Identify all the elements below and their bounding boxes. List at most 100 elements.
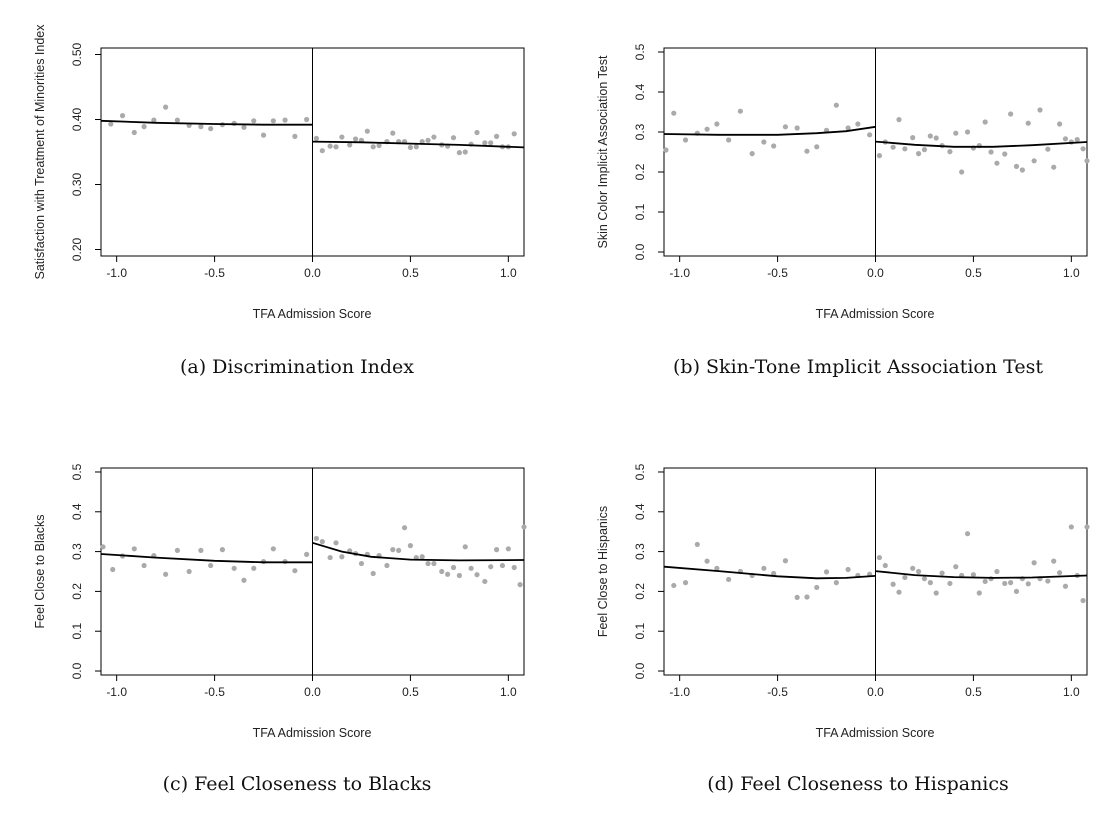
data-point — [313, 135, 320, 141]
data-point — [1031, 158, 1037, 164]
data-point — [131, 546, 137, 552]
x-tick-label: -0.5 — [767, 266, 788, 280]
y-tick-label: 0.40 — [70, 107, 84, 131]
chart-panel-b: -1.0 -0.5 0.0 0.5 1.0 0.0 0.1 0.2 0.3 0.4 0.5 TFA A… — [596, 43, 1090, 378]
data-point — [749, 151, 755, 157]
data-point — [1013, 163, 1020, 169]
data-point — [304, 551, 310, 557]
fit-line-right — [875, 140, 1088, 148]
data-point — [456, 150, 462, 156]
y-tick-label: 0.50 — [70, 42, 84, 66]
data-point — [771, 143, 777, 149]
data-point — [163, 571, 169, 577]
data-point — [714, 121, 720, 127]
data-point — [845, 125, 851, 131]
x-tick-label: 0.0 — [304, 266, 321, 280]
data-point — [814, 144, 820, 150]
data-point — [219, 547, 226, 553]
data-point — [890, 581, 896, 587]
data-point — [915, 151, 922, 157]
chart-panel-a: -1.0 -0.5 0.0 0.5 1.0 0.20 0.30 0.40 0.50 TFA Adm… — [33, 24, 525, 378]
fit-line-left — [663, 125, 876, 136]
data-point — [921, 576, 928, 582]
y-tick-label: 0.3 — [70, 543, 84, 560]
data-point — [1008, 580, 1014, 586]
data-point — [1056, 121, 1063, 127]
data-point — [988, 149, 994, 155]
data-point — [1008, 111, 1014, 117]
data-point — [401, 525, 408, 531]
data-point — [474, 572, 480, 578]
data-point — [663, 147, 669, 153]
data-point — [511, 131, 517, 137]
data-point — [339, 554, 345, 560]
data-point — [110, 566, 116, 573]
data-point — [313, 535, 320, 542]
data-point — [370, 144, 376, 150]
data-point — [902, 574, 908, 581]
data-point — [474, 129, 480, 136]
x-tick-label: -1.0 — [106, 266, 127, 280]
y-tick-label: 0.5 — [633, 463, 647, 480]
data-point — [804, 148, 810, 154]
data-point — [1013, 588, 1020, 595]
data-point — [833, 102, 839, 108]
x-tick-label: 0.5 — [402, 685, 419, 699]
data-point — [939, 570, 945, 576]
y-tick-label: 0.1 — [70, 623, 84, 640]
data-point — [270, 118, 276, 124]
data-point — [910, 135, 916, 141]
data-point — [327, 554, 333, 561]
data-point — [704, 126, 710, 132]
y-tick-label: 0.5 — [70, 463, 84, 480]
data-point — [782, 558, 789, 564]
data-point — [511, 564, 517, 571]
x-axis-title: TFA Admission Score — [253, 307, 372, 321]
y-tick-label: 0.0 — [633, 662, 647, 679]
data-point — [823, 569, 830, 575]
data-point — [141, 124, 147, 130]
x-tick-label: -0.5 — [767, 685, 788, 699]
y-tick-label: 0.2 — [633, 583, 647, 600]
y-tick-label: 0.1 — [633, 203, 647, 220]
data-point — [352, 136, 359, 142]
data-point — [333, 540, 339, 546]
data-point — [292, 133, 298, 139]
data-point — [1051, 558, 1057, 564]
data-point — [976, 590, 982, 596]
data-point — [794, 594, 800, 600]
x-tick-label: 1.0 — [500, 685, 517, 699]
x-tick-label: -1.0 — [669, 685, 690, 699]
data-point — [521, 524, 527, 530]
data-point — [358, 560, 365, 567]
data-point — [933, 135, 939, 141]
data-point — [482, 578, 488, 585]
data-point — [1084, 524, 1090, 530]
data-point — [671, 582, 677, 589]
data-point — [714, 565, 720, 571]
data-point — [333, 144, 339, 150]
data-point — [959, 169, 965, 175]
data-point — [982, 578, 988, 585]
data-point — [339, 134, 345, 140]
data-point — [407, 543, 414, 549]
y-tick-label: 0.0 — [633, 243, 647, 260]
y-tick-label: 0.20 — [70, 237, 84, 261]
y-tick-label: 0.3 — [633, 543, 647, 560]
x-tick-label: 1.0 — [500, 266, 517, 280]
data-point — [964, 129, 971, 135]
data-point — [390, 547, 396, 553]
data-point — [370, 570, 376, 577]
data-point — [876, 153, 883, 159]
data-point — [462, 149, 468, 155]
data-point — [304, 116, 310, 123]
data-point — [456, 572, 462, 579]
fit-line-right — [875, 570, 1088, 579]
data-point — [694, 541, 700, 548]
data-point — [782, 124, 789, 130]
data-point — [896, 117, 902, 123]
data-point — [439, 568, 445, 575]
fit-line-left — [100, 119, 313, 126]
data-point — [1031, 560, 1037, 566]
